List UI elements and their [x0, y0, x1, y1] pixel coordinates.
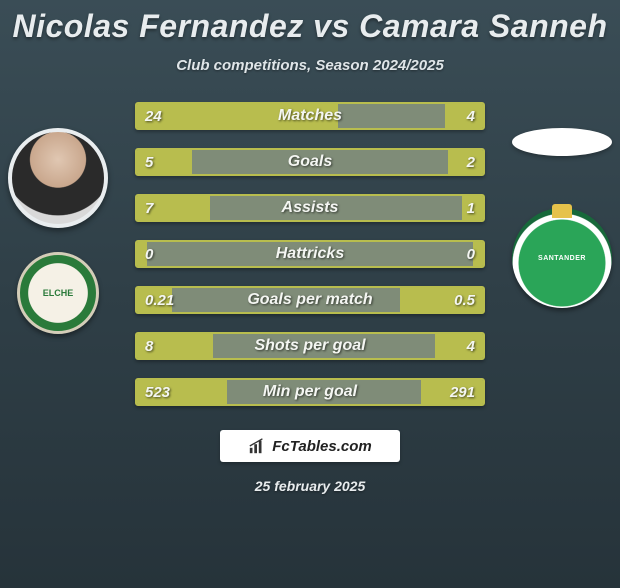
footer-date: 25 february 2025 [0, 478, 620, 494]
player2-club-badge [512, 208, 612, 308]
stat-label: Min per goal [137, 383, 483, 401]
stat-row: 244Matches [135, 102, 485, 130]
player1-club-badge [17, 252, 99, 334]
stat-label: Assists [137, 199, 483, 217]
stat-row: 84Shots per goal [135, 332, 485, 360]
player2-column [512, 128, 612, 308]
stat-row: 00Hattricks [135, 240, 485, 268]
brand-text: FcTables.com [272, 438, 371, 455]
brand-badge: FcTables.com [220, 430, 400, 462]
stats-bars: 244Matches 52Goals 71Assists 00Hattricks 0.2… [135, 102, 485, 406]
stat-row: 523291Min per goal [135, 378, 485, 406]
page-title: Nicolas Fernandez vs Camara Sanneh [0, 8, 620, 45]
stat-label: Matches [137, 107, 483, 125]
player2-avatar [512, 128, 612, 156]
brand-icon [248, 437, 266, 455]
stat-label: Shots per goal [137, 337, 483, 355]
subtitle: Club competitions, Season 2024/2025 [0, 57, 620, 74]
player1-avatar [8, 128, 108, 228]
player1-column [8, 128, 108, 334]
stat-label: Goals per match [137, 291, 483, 309]
stat-label: Goals [137, 153, 483, 171]
stat-row: 71Assists [135, 194, 485, 222]
stat-row: 0.210.5Goals per match [135, 286, 485, 314]
stat-label: Hattricks [137, 245, 483, 263]
stat-row: 52Goals [135, 148, 485, 176]
